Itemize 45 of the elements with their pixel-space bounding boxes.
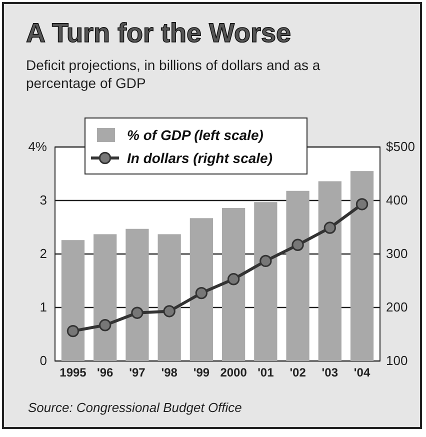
- y-tick-label: 3: [40, 192, 47, 208]
- x-tick-label: '04: [354, 366, 370, 380]
- x-tick-label: '01: [258, 366, 274, 380]
- bar: [61, 240, 85, 361]
- point: [260, 254, 272, 268]
- bar: [254, 202, 278, 361]
- bar: [318, 181, 342, 361]
- y2-tick-label: 400: [386, 192, 408, 208]
- bar: [190, 218, 214, 361]
- y2-tick-label: 300: [386, 246, 408, 262]
- y-tick-label: 1: [40, 300, 47, 315]
- y-tick-label: 4%: [28, 139, 48, 154]
- chart-subtitle: Deficit projections, in billions of dollars and as a percentage of GDP: [26, 57, 320, 91]
- point: [356, 198, 368, 210]
- legend-label: % of GDP (left scale): [127, 127, 264, 143]
- x-tick-label: '99: [193, 366, 210, 380]
- point: [227, 273, 240, 286]
- x-tick-label: 2000: [220, 366, 248, 380]
- point: [98, 319, 112, 332]
- x-tick-label: 1995: [60, 366, 87, 380]
- y2-tick-label: 200: [386, 300, 408, 315]
- x-tick-label: '02: [290, 366, 306, 380]
- x-tick-label: '03: [322, 366, 338, 380]
- source-note: Source: Congressional Budget Office: [28, 400, 242, 415]
- point: [131, 306, 144, 319]
- y-tick-label: 0: [40, 353, 47, 368]
- bar: [158, 234, 181, 361]
- y-tick-label: 2: [40, 246, 47, 262]
- point: [292, 238, 304, 251]
- y2-tick-label: $500: [386, 139, 415, 154]
- point: [324, 222, 336, 234]
- bar: [286, 190, 310, 361]
- point: [163, 305, 176, 318]
- y2-tick-label: 100: [386, 353, 408, 368]
- legend-label: In dollars (right scale): [127, 150, 273, 166]
- x-tick-label: '96: [96, 366, 114, 380]
- x-tick-label: '97: [129, 366, 146, 380]
- bar: [126, 228, 149, 361]
- bar: [94, 234, 117, 361]
- x-tick-label: '98: [161, 366, 178, 380]
- bar: [350, 171, 374, 361]
- point: [195, 286, 208, 300]
- bar: [222, 208, 246, 361]
- chart-title: A Turn for the Worse: [26, 18, 292, 48]
- point: [66, 324, 80, 338]
